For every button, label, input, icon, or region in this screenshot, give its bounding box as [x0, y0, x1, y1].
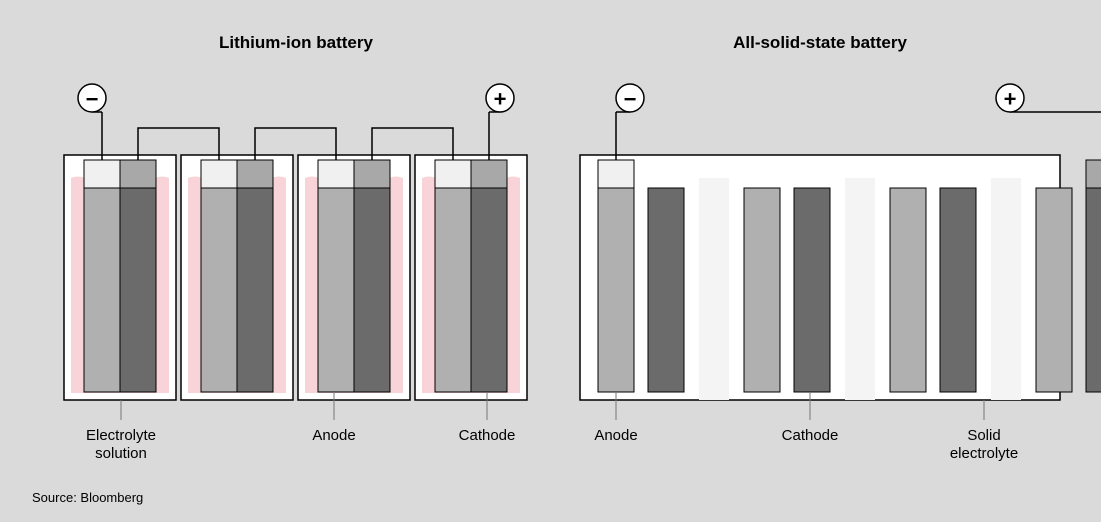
source-label: Source: Bloomberg [32, 490, 143, 505]
battery-diagram: Lithium-ion battery − + Electrolytesolution… [0, 0, 1101, 522]
label-anode-left: Anode [312, 427, 355, 444]
pos-terminal-left-symbol: + [494, 87, 507, 112]
left-title: Lithium-ion battery [219, 33, 373, 52]
neg-terminal-left-symbol: − [86, 87, 99, 112]
label-cathode-right: Cathode [782, 427, 839, 444]
label-electrolyte: Electrolytesolution [86, 427, 156, 462]
neg-terminal-right-symbol: − [624, 87, 637, 112]
label-cathode-left: Cathode [459, 427, 516, 444]
label-anode-right: Anode [594, 427, 637, 444]
pos-terminal-right-symbol: + [1004, 87, 1017, 112]
label-solid-electrolyte: Solidelectrolyte [950, 427, 1018, 462]
right-title: All-solid-state battery [733, 33, 907, 52]
